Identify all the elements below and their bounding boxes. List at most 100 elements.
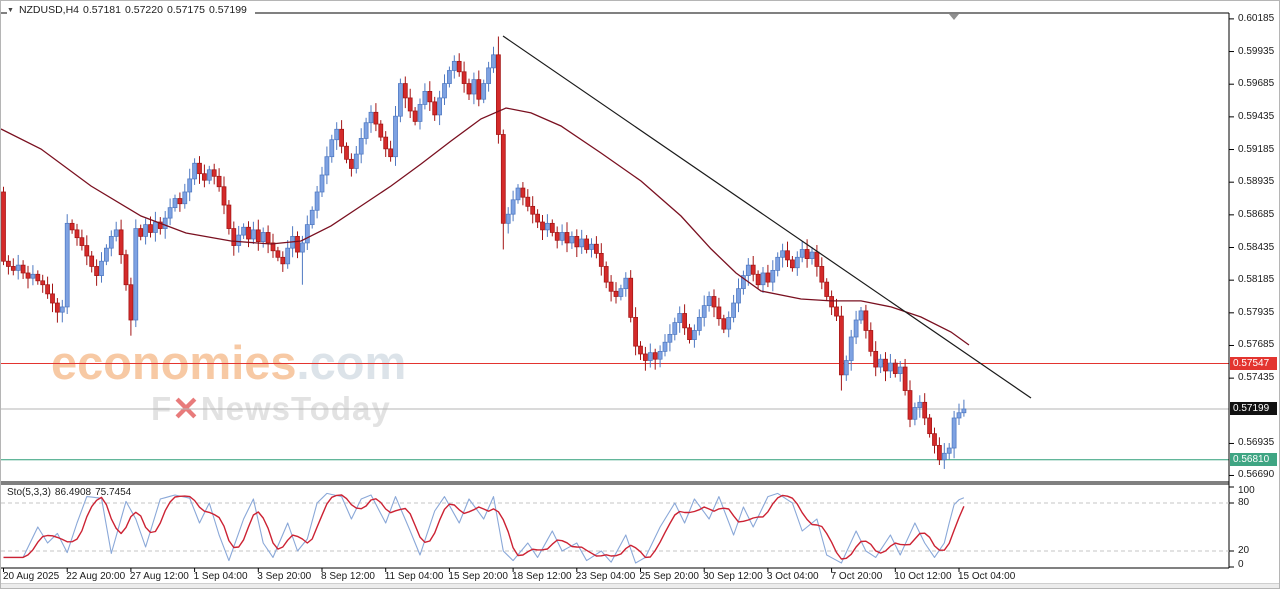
candle bbox=[794, 256, 800, 269]
candle bbox=[123, 254, 129, 286]
candle bbox=[657, 350, 663, 360]
indicator-axis-label: 20 bbox=[1238, 545, 1250, 556]
ma-line bbox=[1, 107, 970, 346]
candle bbox=[192, 162, 197, 180]
candle bbox=[731, 302, 736, 318]
candle bbox=[148, 224, 153, 233]
time-axis-label: 11 Sep 04:00 bbox=[384, 571, 444, 582]
candle bbox=[427, 91, 433, 103]
candle bbox=[932, 433, 937, 446]
candle bbox=[236, 234, 242, 246]
candle bbox=[211, 169, 217, 177]
candle bbox=[300, 242, 305, 253]
candle bbox=[197, 162, 202, 175]
candle bbox=[819, 266, 825, 283]
candle bbox=[74, 229, 80, 239]
candle bbox=[231, 228, 237, 246]
candle bbox=[10, 266, 16, 271]
candle bbox=[368, 111, 374, 124]
candle bbox=[726, 317, 732, 330]
candle bbox=[785, 250, 790, 261]
candle bbox=[922, 401, 928, 419]
candle bbox=[378, 123, 384, 138]
candle bbox=[344, 145, 349, 160]
candle bbox=[545, 222, 550, 231]
candle bbox=[520, 187, 526, 198]
candle bbox=[35, 273, 41, 282]
indicator-axis-label: 80 bbox=[1238, 497, 1250, 508]
candle bbox=[687, 327, 692, 340]
price-axis-label: 0.58685 bbox=[1238, 208, 1275, 220]
candle bbox=[99, 260, 104, 276]
time-axis-label: 30 Sep 12:00 bbox=[703, 571, 763, 582]
candle bbox=[466, 83, 472, 95]
indicator-name: Sto(5,3,3) bbox=[7, 487, 51, 498]
candle bbox=[393, 115, 398, 158]
candle bbox=[324, 156, 330, 176]
candle bbox=[613, 290, 619, 297]
candle bbox=[319, 174, 325, 193]
candle bbox=[741, 275, 746, 290]
candle bbox=[304, 224, 310, 244]
time-axis-label: 3 Sep 20:00 bbox=[257, 571, 312, 582]
candle bbox=[295, 236, 300, 253]
candle bbox=[398, 83, 403, 117]
candle bbox=[182, 191, 188, 205]
candle bbox=[564, 232, 570, 244]
time-axis-label: 25 Sep 20:00 bbox=[639, 571, 700, 582]
price-axis-label: 0.56690 bbox=[1238, 469, 1275, 481]
candle bbox=[417, 104, 423, 122]
candle bbox=[951, 417, 957, 449]
candle bbox=[471, 79, 477, 95]
candle bbox=[108, 236, 114, 249]
candle bbox=[437, 97, 442, 116]
candle bbox=[221, 186, 227, 206]
indicator-axis-label: 100 bbox=[1238, 485, 1255, 496]
candle bbox=[907, 390, 913, 420]
candle bbox=[515, 187, 521, 201]
candle bbox=[167, 207, 173, 219]
candle bbox=[584, 238, 589, 250]
price-axis-label: 0.59935 bbox=[1238, 45, 1275, 57]
price-axis-label: 0.59685 bbox=[1238, 78, 1275, 90]
window-bottom-strip bbox=[1, 583, 1279, 588]
candle bbox=[574, 236, 580, 248]
time-axis-label: 27 Aug 12:00 bbox=[129, 571, 189, 582]
candle bbox=[868, 330, 874, 352]
candle bbox=[481, 83, 487, 100]
candle bbox=[496, 54, 501, 135]
candle bbox=[241, 226, 246, 236]
time-axis-label: 18 Sep 12:00 bbox=[512, 571, 572, 582]
candle bbox=[873, 350, 879, 368]
candle bbox=[760, 272, 766, 286]
time-axis-label: 15 Oct 04:00 bbox=[958, 571, 1016, 582]
candle bbox=[20, 264, 26, 274]
symbol-dropdown-icon[interactable]: ▼ bbox=[7, 7, 14, 14]
time-axis-label: 22 Aug 20:00 bbox=[66, 571, 126, 582]
candle bbox=[804, 249, 810, 259]
candle bbox=[255, 229, 261, 242]
candle bbox=[902, 366, 908, 391]
price-axis-label: 0.59185 bbox=[1238, 143, 1275, 155]
candle bbox=[594, 243, 599, 254]
candle bbox=[246, 226, 251, 240]
autoscroll-marker-icon[interactable] bbox=[949, 14, 959, 20]
candle bbox=[50, 293, 55, 304]
candle bbox=[736, 288, 741, 304]
candle bbox=[888, 362, 893, 372]
candle bbox=[603, 266, 609, 283]
candle bbox=[809, 251, 815, 259]
time-axis-label: 7 Oct 20:00 bbox=[830, 571, 883, 582]
candle bbox=[799, 249, 805, 258]
candle bbox=[525, 196, 531, 207]
candle bbox=[745, 264, 751, 276]
candle bbox=[682, 313, 687, 329]
price-axis-label: 0.56935 bbox=[1238, 437, 1275, 449]
quote-high: 0.57220 bbox=[125, 4, 163, 16]
candle bbox=[554, 232, 560, 241]
trendline[interactable] bbox=[502, 35, 1032, 399]
candle bbox=[6, 260, 11, 267]
candle bbox=[912, 407, 918, 420]
candle bbox=[652, 352, 658, 360]
